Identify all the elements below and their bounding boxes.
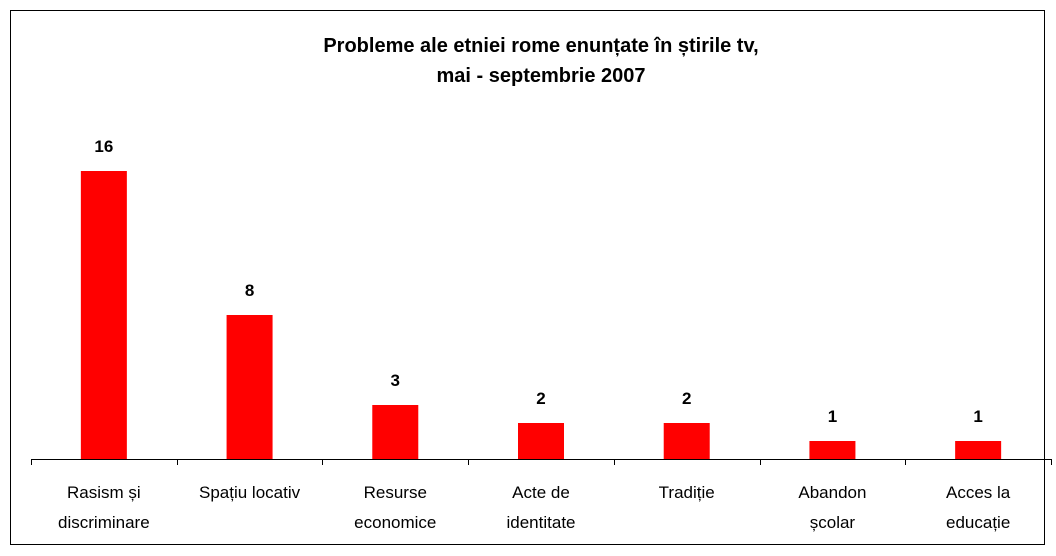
x-tick-label: Spațiu locativ xyxy=(199,483,301,502)
bar xyxy=(809,441,856,459)
chart-frame xyxy=(10,10,1045,545)
data-label: 3 xyxy=(391,371,400,390)
bar xyxy=(955,441,1002,459)
bar xyxy=(80,171,127,459)
x-tick-label: Resurse economice xyxy=(354,483,436,532)
x-tick-label: Abandon școlar xyxy=(798,483,866,532)
bar xyxy=(518,423,564,459)
chart-title: Probleme ale etniei rome enunțate în ști… xyxy=(323,35,758,87)
data-label: 2 xyxy=(682,389,691,408)
bar xyxy=(372,405,419,459)
x-tick-label: Tradiție xyxy=(659,483,715,502)
x-tick-label: Rasism și discriminare xyxy=(58,483,150,532)
data-label: 2 xyxy=(536,389,545,408)
data-label: 8 xyxy=(245,281,254,300)
data-label: 1 xyxy=(828,407,837,426)
x-tick-label: Acces la educație xyxy=(946,483,1011,532)
data-label: 1 xyxy=(973,407,982,426)
x-tick-label: Acte de identitate xyxy=(507,483,576,532)
data-label: 16 xyxy=(94,137,113,156)
bar xyxy=(663,423,710,459)
bar xyxy=(226,315,273,459)
